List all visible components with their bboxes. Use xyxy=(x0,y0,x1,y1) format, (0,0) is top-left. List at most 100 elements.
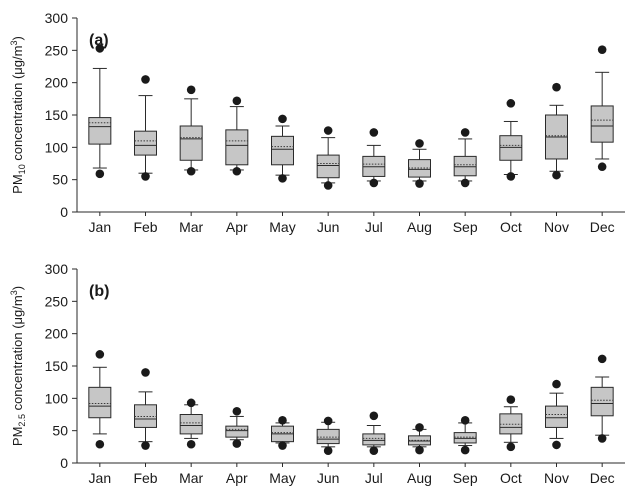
outlier-low xyxy=(95,169,105,179)
y-tick-label: 250 xyxy=(45,42,69,58)
outlier-high xyxy=(278,416,287,425)
panel-label: (a) xyxy=(89,32,109,49)
y-tick-label: 200 xyxy=(45,326,69,342)
outlier-low xyxy=(597,434,607,443)
x-tick-label: Jul xyxy=(365,219,383,235)
box-sep xyxy=(453,128,477,188)
box-dec xyxy=(590,45,614,172)
outlier-low xyxy=(597,162,607,172)
y-tick-label: 150 xyxy=(45,358,69,374)
x-tick-label: Jan xyxy=(89,219,112,235)
x-tick-label: Feb xyxy=(133,219,157,235)
x-tick-label: Dec xyxy=(590,219,615,235)
box-apr xyxy=(225,96,249,176)
box-jul xyxy=(362,411,386,456)
box-may xyxy=(271,416,294,450)
box-dec xyxy=(590,354,614,443)
outlier-high xyxy=(278,114,287,124)
outlier-high xyxy=(95,44,105,53)
outlier-low xyxy=(278,174,287,183)
outlier-low xyxy=(232,166,242,176)
outlier-high xyxy=(323,126,333,135)
outlier-high xyxy=(415,423,424,432)
iqr-box xyxy=(88,117,112,145)
y-tick-label: 100 xyxy=(45,390,69,406)
outlier-low xyxy=(141,441,150,450)
y-axis-label-mid: concentration (μg/m xyxy=(10,295,25,414)
outlier-low xyxy=(186,166,196,176)
box-nov xyxy=(545,379,568,450)
box-feb xyxy=(134,75,157,181)
box-jun xyxy=(316,126,340,190)
y-axis-label-sub: 2.5 xyxy=(17,414,27,427)
y-axis-label-prefix: PM xyxy=(10,174,25,194)
x-tick-label: Sep xyxy=(453,219,478,235)
outlier-high xyxy=(323,416,333,426)
panel-a: 0 50 100 150 200 250 300 Jan Feb Mar Apr May Jun Jul A… xyxy=(9,10,625,235)
y-axis-label: PM10 concentration (μg/m3) xyxy=(9,36,27,194)
iqr-box xyxy=(590,386,614,417)
outlier-low xyxy=(369,446,379,456)
outlier-low xyxy=(141,172,150,181)
panel-b: 0 50 100 150 200 250 300 Jan Feb Mar Apr May Jun Jul A… xyxy=(9,261,625,486)
iqr-box xyxy=(362,433,386,446)
box-jun xyxy=(316,416,340,456)
x-tick-label: May xyxy=(269,470,295,486)
x-tick-label: Mar xyxy=(179,470,203,486)
y-tick-label: 250 xyxy=(45,293,69,309)
x-tick-label: May xyxy=(269,219,295,235)
x-tick-label: Aug xyxy=(407,219,432,235)
outlier-low xyxy=(415,445,424,455)
outlier-high xyxy=(186,85,196,95)
box-mar xyxy=(179,85,203,176)
x-tick-label: Jun xyxy=(317,470,340,486)
x-tick-label: Sep xyxy=(453,470,478,486)
outlier-low xyxy=(95,439,105,449)
outlier-low xyxy=(415,179,424,188)
x-tick-label: Nov xyxy=(544,219,569,235)
y-axis-label: PM2.5 concentration (μg/m3) xyxy=(9,286,27,446)
outlier-low xyxy=(186,439,196,449)
outlier-high xyxy=(460,128,470,137)
outlier-high xyxy=(460,416,470,425)
outlier-low xyxy=(460,445,470,455)
box-aug xyxy=(408,139,431,188)
outlier-high xyxy=(232,96,242,106)
box-aug xyxy=(408,423,431,455)
x-tick-label: Apr xyxy=(226,219,248,235)
iqr-box xyxy=(225,129,249,166)
y-tick-label: 300 xyxy=(45,10,69,26)
box-may xyxy=(271,114,294,183)
outlier-high xyxy=(369,411,379,421)
y-tick-label: 0 xyxy=(60,455,68,471)
iqr-box xyxy=(453,155,477,177)
x-tick-label: Dec xyxy=(590,470,615,486)
box-apr xyxy=(225,406,249,448)
outlier-high xyxy=(186,398,196,408)
iqr-box xyxy=(590,105,614,143)
x-tick-label: Jun xyxy=(317,219,340,235)
box-feb xyxy=(134,368,157,450)
y-axis-label-end: ) xyxy=(10,286,25,290)
y-axis-label-mid: concentration (μg/m xyxy=(10,46,25,165)
panel-label: (b) xyxy=(89,283,109,300)
x-tick-label: Oct xyxy=(500,219,522,235)
outlier-high xyxy=(95,350,105,359)
outlier-low xyxy=(506,442,516,452)
outlier-low xyxy=(323,446,333,456)
x-tick-label: Jul xyxy=(365,470,383,486)
iqr-box xyxy=(225,425,249,438)
outlier-high xyxy=(506,395,516,404)
y-tick-label: 0 xyxy=(60,204,68,220)
outlier-high xyxy=(597,354,607,364)
box-nov xyxy=(545,82,568,180)
outlier-low xyxy=(369,178,379,188)
y-tick-label: 50 xyxy=(52,423,68,439)
outlier-high xyxy=(232,406,242,416)
y-axis-label-sub: 10 xyxy=(17,164,27,174)
y-axis-label-sup: 3 xyxy=(9,290,19,295)
outlier-low xyxy=(232,439,242,448)
iqr-box xyxy=(453,432,477,444)
outlier-high xyxy=(506,99,516,108)
